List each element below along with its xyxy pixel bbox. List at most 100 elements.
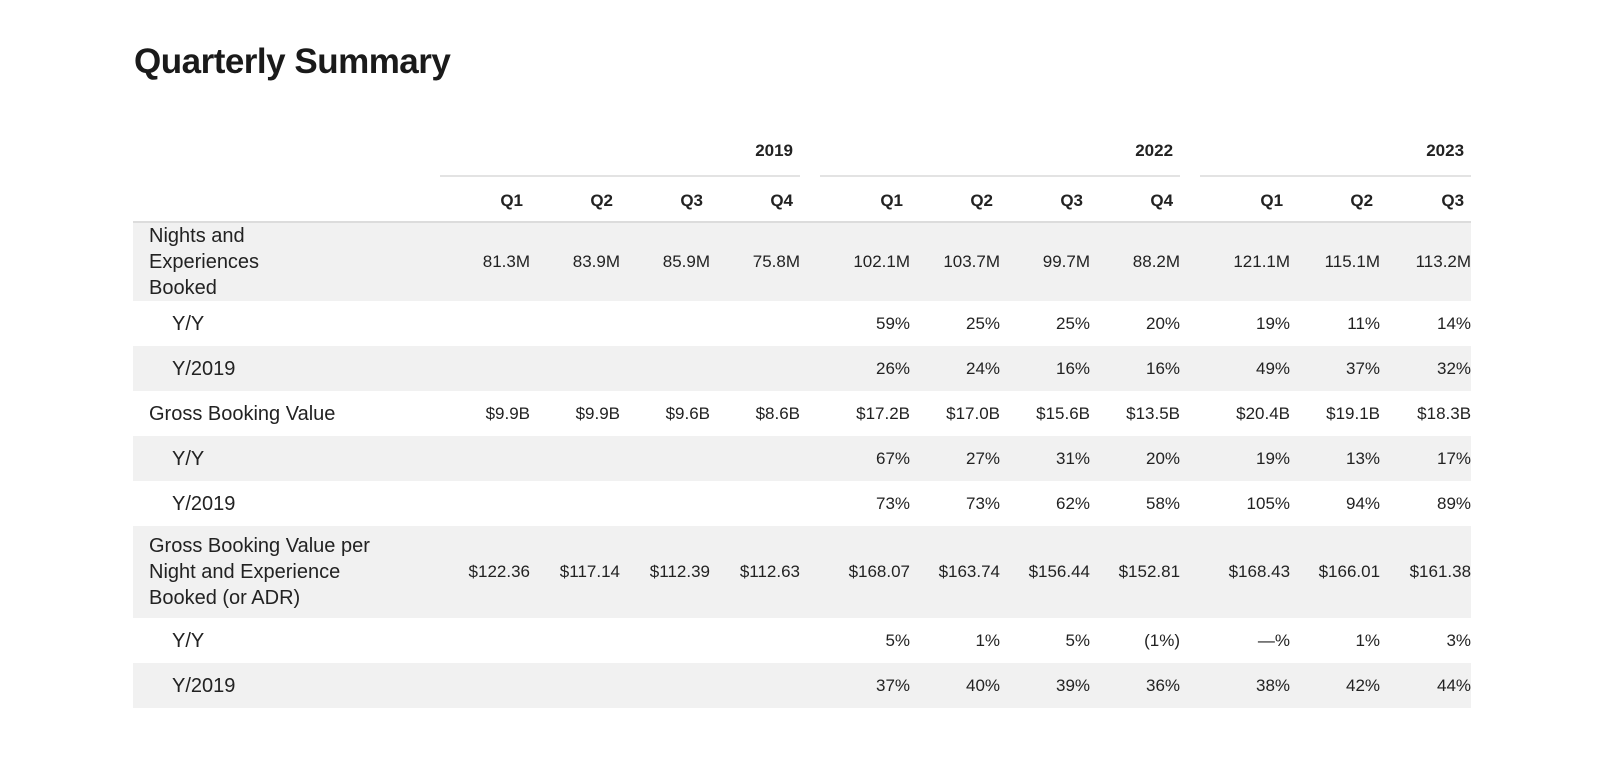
table-cell (620, 618, 710, 663)
column-gap (800, 346, 821, 391)
quarter-header: Q3 (1000, 176, 1091, 223)
quarter-header: Q1 (1200, 176, 1291, 223)
nights-booked-row: Nights and Experiences Booked 81.3M 83.9M 8… (133, 222, 1472, 301)
row-label: Y/Y (172, 312, 205, 335)
table-cell: 39% (1000, 663, 1091, 708)
table-cell: $13.5B (1126, 403, 1181, 423)
row-label: Nights and Experiences Booked (133, 222, 440, 301)
table-cell (710, 346, 801, 391)
row-label: Y/2019 (172, 492, 236, 515)
table-cell: 16% (1090, 346, 1181, 391)
column-gap (1180, 301, 1200, 346)
table-cell: 44% (1380, 663, 1472, 708)
row-label: Y/2019 (133, 346, 440, 391)
column-gap (800, 301, 820, 346)
table-cell: 113.2M (1380, 222, 1472, 301)
table-cell (530, 663, 620, 708)
table-cell: $152.81 (1090, 526, 1181, 618)
table-cell: 37% (1290, 346, 1381, 391)
year-header: 2023 (1200, 134, 1472, 177)
table-cell (710, 436, 801, 481)
table-cell: 62% (1055, 493, 1091, 513)
table-cell: 59% (875, 313, 911, 333)
table-cell: $156.44 (1000, 526, 1091, 618)
table-cell: 37% (820, 663, 911, 708)
table-cell: 20% (1146, 313, 1181, 333)
table-cell (440, 301, 530, 346)
header-gap (800, 176, 821, 223)
table-cell: $161.38 (1380, 526, 1472, 618)
quarter-header: Q3 (620, 176, 710, 223)
table-cell: 99.7M (1000, 222, 1091, 301)
table-cell: $168.07 (820, 526, 911, 618)
table-cell (620, 481, 710, 526)
table-cell (710, 481, 800, 526)
table-cell: 49% (1200, 346, 1291, 391)
table-cell: 14% (1437, 313, 1472, 333)
table-cell (710, 301, 800, 346)
column-gap (800, 526, 821, 618)
row-label: Gross Booking Value (149, 402, 336, 425)
table-cell (530, 436, 620, 481)
header-gap (800, 134, 820, 176)
table-cell: 3% (1446, 630, 1472, 650)
quarter-header: Q4 (710, 176, 801, 223)
table-cell: 81.3M (440, 222, 530, 301)
quarter-header: Q2 (530, 176, 620, 223)
table-cell: 1% (975, 630, 1001, 650)
table-cell: $9.6B (665, 403, 710, 423)
table-cell: $9.9B (485, 403, 530, 423)
table-cell (440, 346, 530, 391)
table-cell (530, 301, 620, 346)
yy-row: Y/Y 59% 25% 25% 20% 19% 11% 14% (133, 301, 1471, 346)
table-cell: 94% (1346, 493, 1381, 513)
table-cell (440, 663, 530, 708)
table-cell: 42% (1290, 663, 1381, 708)
quarter-header: Q1 (440, 176, 530, 223)
table-cell: 26% (820, 346, 911, 391)
quarter-header: Q2 (910, 176, 1001, 223)
table-cell: (1%) (1144, 630, 1181, 650)
quarter-header-row: Q1 Q2 Q3 Q4 Q1 Q2 Q3 Q4 Q1 Q2 Q3 (133, 176, 1472, 223)
table-cell: $19.1B (1326, 403, 1381, 423)
table-cell: 25% (1055, 313, 1091, 333)
column-gap (800, 391, 820, 436)
table-cell: 11% (1347, 313, 1381, 333)
table-cell: $18.3B (1417, 403, 1472, 423)
y2019-row: Y/2019 37% 40% 39% 36% 38% 42% 44% (133, 663, 1472, 708)
table-cell (710, 663, 801, 708)
table-cell: 88.2M (1090, 222, 1181, 301)
quarter-header: Q4 (1090, 176, 1181, 223)
table-cell: 25% (965, 313, 1001, 333)
column-gap (800, 481, 820, 526)
table-cell: 1% (1355, 630, 1381, 650)
table-cell: 13% (1290, 436, 1381, 481)
table-cell (620, 436, 710, 481)
table-cell: $168.43 (1200, 526, 1291, 618)
column-gap (1180, 346, 1201, 391)
table-cell: 121.1M (1200, 222, 1291, 301)
table-cell: $112.39 (620, 526, 710, 618)
quarterly-summary-table: 2019 2022 2023 Q1 Q2 Q3 Q4 Q1 Q2 Q3 Q4 Q… (133, 134, 1472, 708)
quarter-header: Q2 (1290, 176, 1381, 223)
column-gap (1180, 618, 1200, 663)
table-cell: $15.6B (1036, 403, 1091, 423)
year-header: 2022 (820, 134, 1181, 177)
y2019-row: Y/2019 26% 24% 16% 16% 49% 37% 32% (133, 346, 1472, 391)
table-cell (530, 481, 620, 526)
row-label: Y/2019 (133, 663, 440, 708)
table-cell (620, 346, 710, 391)
y2019-row: Y/2019 73% 73% 62% 58% 105% 94% 89% (133, 481, 1471, 526)
table-cell: 24% (910, 346, 1001, 391)
column-gap (800, 663, 821, 708)
column-gap (800, 618, 820, 663)
column-gap (1180, 391, 1200, 436)
gross-booking-value-row: Gross Booking Value $9.9B $9.9B $9.6B $8.6B $… (133, 391, 1471, 436)
year-header-row: 2019 2022 2023 (133, 134, 1472, 177)
row-label: Y/Y (172, 629, 205, 652)
table-cell: 67% (820, 436, 911, 481)
table-cell: 85.9M (620, 222, 710, 301)
page-title: Quarterly Summary (134, 42, 451, 81)
table-cell: $117.14 (530, 526, 620, 618)
table-cell: 58% (1146, 493, 1181, 513)
